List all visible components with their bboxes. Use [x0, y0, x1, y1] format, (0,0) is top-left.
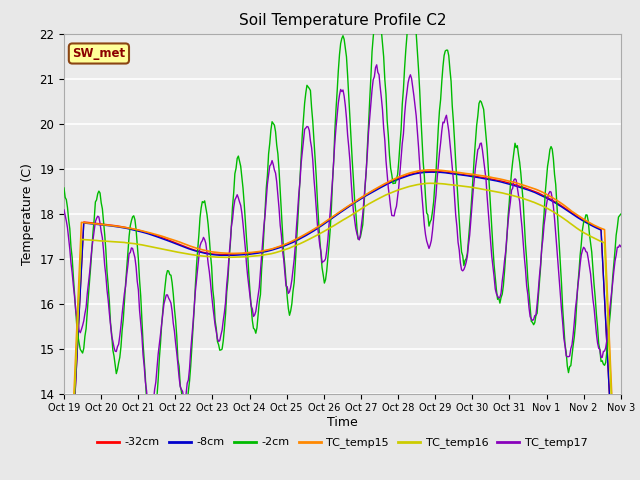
Text: SW_met: SW_met [72, 47, 125, 60]
Title: Soil Temperature Profile C2: Soil Temperature Profile C2 [239, 13, 446, 28]
X-axis label: Time: Time [327, 416, 358, 429]
Y-axis label: Temperature (C): Temperature (C) [20, 163, 34, 264]
Legend: -32cm, -8cm, -2cm, TC_temp15, TC_temp16, TC_temp17: -32cm, -8cm, -2cm, TC_temp15, TC_temp16,… [93, 433, 592, 453]
